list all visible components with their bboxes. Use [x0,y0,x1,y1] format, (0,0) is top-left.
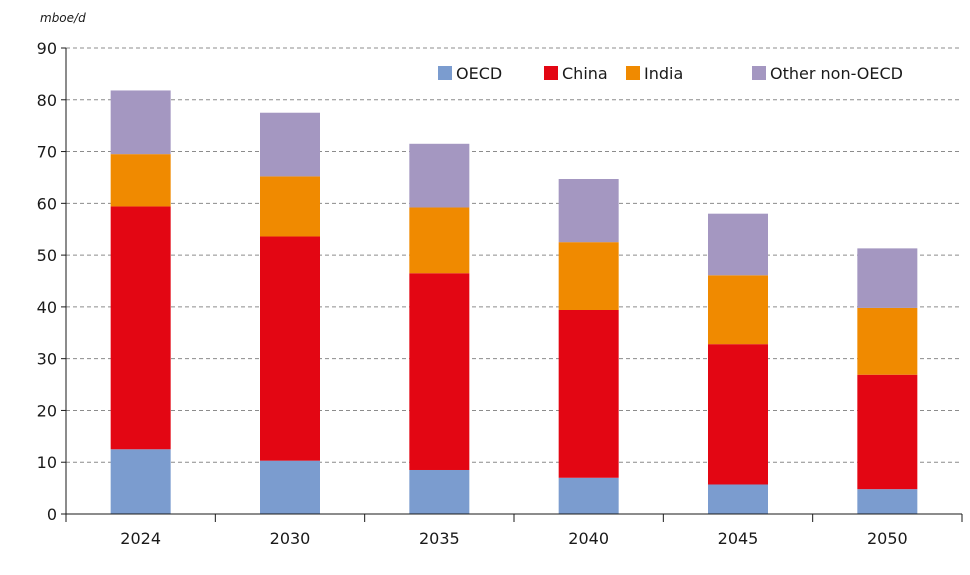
bar-segment [558,477,619,514]
bar-segment [110,154,171,207]
bar-segment [857,489,918,514]
bar-segment [409,469,470,514]
bar-segment [260,460,320,514]
y-tick-label: 70 [37,143,57,162]
bar-segment [708,344,768,485]
bar-segment [857,374,918,490]
y-tick-label: 20 [37,401,57,420]
legend: OECD China India Other non-OECD [438,64,903,83]
bars [110,90,918,514]
x-tick-label: 2024 [120,529,161,548]
bar-segment [558,178,619,243]
bar-segment [260,176,320,237]
bar-segment [260,236,320,461]
bar-segment [260,112,320,177]
bar-segment [409,273,470,470]
legend-swatch [544,66,558,80]
legend-swatch [752,66,766,80]
bar-segment [409,207,470,274]
y-unit-label: mboe/d [40,11,86,25]
x-tick-label: 2050 [867,529,908,548]
y-tick-label: 90 [37,39,57,58]
x-tick-label: 2045 [718,529,759,548]
y-tick-label: 30 [37,350,57,369]
bar-segment [110,90,171,155]
y-tick-label: 10 [37,453,57,472]
legend-swatch [626,66,640,80]
x-tick-label: 2040 [568,529,609,548]
legend-label: OECD [456,64,502,83]
y-tick-label: 50 [37,246,57,265]
y-tick-label: 0 [47,505,57,524]
y-tick-label: 80 [37,91,57,110]
bar-segment [110,206,171,450]
bar-segment [558,242,619,310]
bar-segment [857,248,918,308]
bar-segment [110,449,171,514]
legend-label: India [644,64,683,83]
bar-segment [558,309,619,478]
legend-label: China [562,64,608,83]
x-tick-label: 2035 [419,529,460,548]
bar-segment [708,213,768,276]
bar-segment [857,307,918,375]
x-tick-label: 2030 [270,529,311,548]
legend-swatch [438,66,452,80]
bar-segment [708,275,768,345]
bar-segment [409,143,470,208]
y-tick-label: 40 [37,298,57,317]
gridlines [66,47,962,463]
bar-segment [708,484,768,514]
y-tick-label: 60 [37,194,57,213]
legend-label: Other non-OECD [770,64,903,83]
